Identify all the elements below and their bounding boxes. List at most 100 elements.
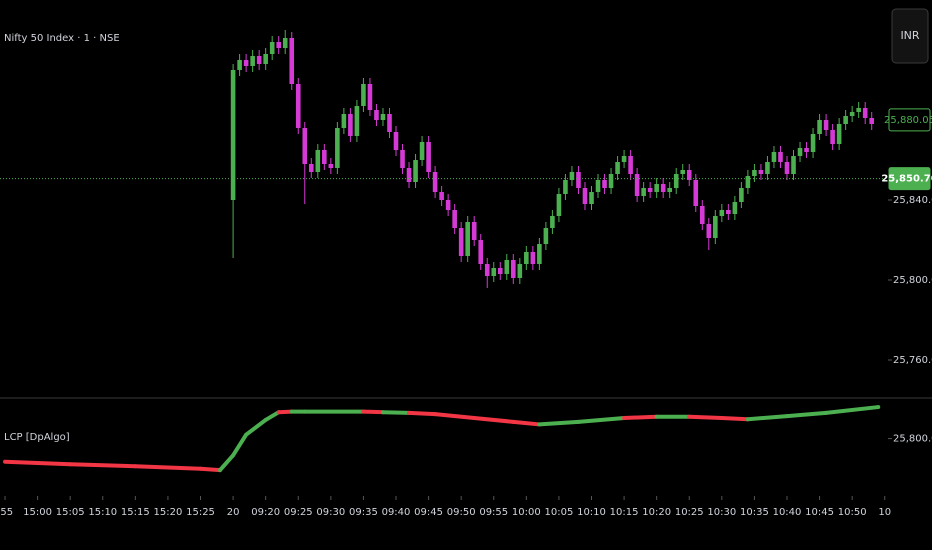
y-tick-label: 25,840.00 <box>893 195 932 206</box>
x-tick-label: 09:20 <box>251 507 280 518</box>
candle-body <box>732 202 738 214</box>
indicator-segment <box>263 410 281 422</box>
indicator-segment <box>380 410 412 415</box>
candle-body <box>491 268 497 276</box>
candle-body <box>830 130 835 144</box>
candle-body <box>445 200 451 210</box>
candle-body <box>413 160 418 182</box>
indicator-segment <box>824 405 881 415</box>
candle-body <box>862 108 868 118</box>
candle-body <box>673 174 679 188</box>
candle-body <box>243 60 249 66</box>
indicator-title: LCP [DpAlgo] <box>4 432 70 443</box>
x-tick-label: 15:15 <box>121 507 150 518</box>
y-tick-label: 25,800.00 <box>893 275 932 286</box>
candle-body <box>771 152 777 162</box>
candle-body <box>693 180 699 206</box>
candle-body <box>686 170 692 180</box>
candle-body <box>458 228 464 256</box>
x-tick-label: 09:45 <box>414 507 443 518</box>
candle-body <box>361 84 366 106</box>
indicator-segment <box>472 416 516 424</box>
candle-body <box>621 156 627 162</box>
candle-body <box>315 150 321 172</box>
y-tick-label: 25,760.00 <box>893 355 932 366</box>
candle-body <box>765 162 770 174</box>
x-tick-label: 15:00 <box>23 507 52 518</box>
candle-body <box>817 120 822 134</box>
x-tick-label: 10:45 <box>805 507 834 518</box>
candle-body <box>250 56 255 66</box>
candle-body <box>393 132 399 150</box>
candle-body <box>335 128 340 168</box>
x-tick-label: 09:50 <box>447 507 476 518</box>
candle-body <box>641 188 646 196</box>
price-label: 25,850.70 <box>881 174 932 185</box>
candle-body <box>380 114 386 120</box>
candle-body <box>784 162 790 174</box>
x-tick-label: 09:30 <box>316 507 345 518</box>
currency-label[interactable]: INR <box>900 29 919 42</box>
indicator-segment <box>687 414 724 420</box>
candle-body <box>419 142 425 160</box>
x-tick-label: 10:05 <box>545 507 574 518</box>
candle-body <box>471 222 477 240</box>
candle-body <box>745 176 751 188</box>
indicator-segment <box>407 410 438 417</box>
indicator-segment <box>218 453 236 473</box>
candle-body <box>367 84 373 110</box>
chart-title: Nifty 50 Index · 1 · NSE <box>4 33 120 44</box>
candle-body <box>628 156 633 174</box>
candle-body <box>660 184 666 192</box>
candle-body <box>295 84 301 128</box>
indicator-segment <box>537 419 581 427</box>
currency-button[interactable] <box>891 8 929 64</box>
candle-body <box>843 116 848 124</box>
candle-body <box>752 170 757 176</box>
candle-body <box>524 252 529 264</box>
x-tick-label: 10 <box>878 507 891 518</box>
candle-body <box>322 150 327 164</box>
candle-body <box>282 38 288 48</box>
x-tick-label: 15:20 <box>154 507 183 518</box>
candle-body <box>439 192 444 200</box>
candle-body <box>256 56 262 64</box>
x-tick-label: 15:25 <box>186 507 215 518</box>
candle-body <box>308 164 314 172</box>
candle-body <box>289 38 295 84</box>
indicator-segment <box>784 410 829 419</box>
x-tick-label: 10:25 <box>675 507 704 518</box>
candle-body <box>465 222 470 256</box>
candle-body <box>269 42 275 54</box>
candle-body <box>569 172 575 180</box>
x-tick-label: 10:30 <box>707 507 736 518</box>
candle-body <box>276 42 282 48</box>
candle-body <box>432 172 438 192</box>
candle-body <box>719 210 725 216</box>
x-tick-label: 10:15 <box>610 507 639 518</box>
x-tick-label: 15:10 <box>88 507 117 518</box>
candle-body <box>341 114 347 128</box>
price-label: 25,880.05 <box>884 115 932 126</box>
candle-body <box>452 210 457 228</box>
candle-body <box>758 170 764 174</box>
candle-body <box>497 268 503 274</box>
candle-body <box>387 114 392 132</box>
candle-body <box>615 162 620 174</box>
y-tick-label: 25,800.00 <box>893 434 932 445</box>
candle-body <box>804 148 809 152</box>
candle-body <box>589 192 594 204</box>
candle-body <box>374 110 379 120</box>
candle-body <box>797 148 803 156</box>
x-tick-label: 10:20 <box>642 507 671 518</box>
indicator-segment <box>511 419 542 427</box>
plot-layer: 25,760.00 25,800.00 25,840.00 25,800.00:55 1… <box>0 30 932 518</box>
candle-body <box>230 70 236 200</box>
x-tick-label: 09:40 <box>382 507 411 518</box>
candle-body <box>511 260 516 278</box>
x-tick-label: 09:55 <box>479 507 508 518</box>
candle-body <box>699 206 705 224</box>
indicator-segment <box>361 409 385 415</box>
